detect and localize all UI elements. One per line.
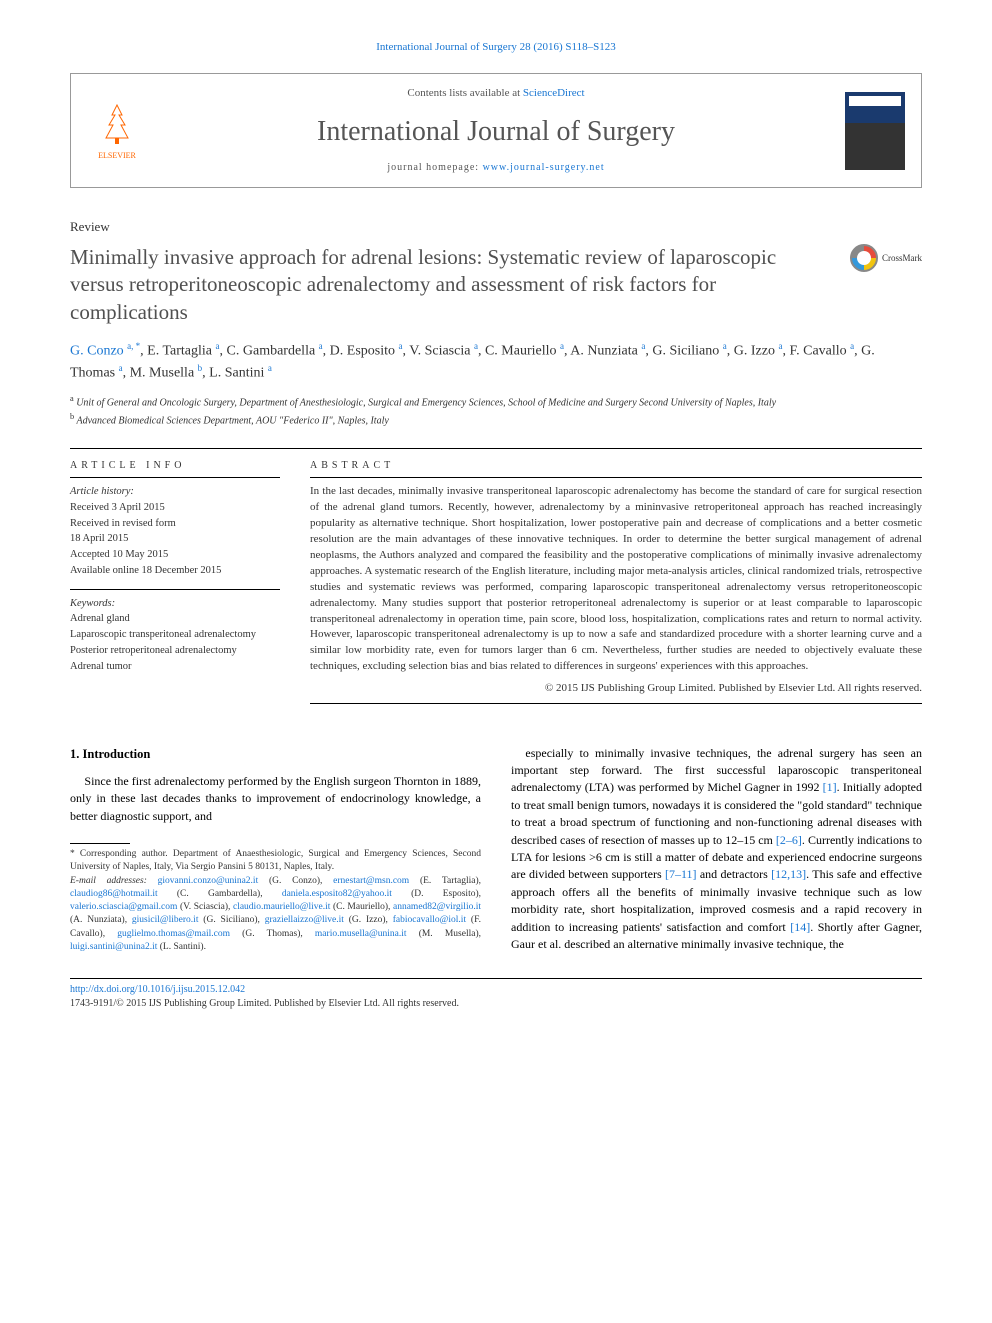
email-link[interactable]: luigi.santini@unina2.it: [70, 942, 157, 952]
abstract-column: ABSTRACT In the last decades, minimally …: [310, 459, 922, 710]
author-link[interactable]: G. Conzo: [70, 344, 124, 359]
intro-para-right: especially to minimally invasive techniq…: [511, 745, 922, 954]
crossmark-badge[interactable]: CrossMark: [850, 244, 922, 272]
email-addresses-note: E-mail addresses: giovanni.conzo@unina2.…: [70, 875, 481, 955]
ref-link[interactable]: [1]: [823, 780, 837, 794]
info-divider: [70, 477, 280, 478]
info-abstract-row: ARTICLE INFO Article history: Received 3…: [70, 459, 922, 710]
email-link[interactable]: claudio.mauriello@live.it: [233, 902, 330, 912]
history-line: Accepted 10 May 2015: [70, 547, 280, 563]
elsevier-label: ELSEVIER: [98, 150, 136, 161]
abstract-bottom-divider: [310, 703, 922, 704]
journal-center: Contents lists available at ScienceDirec…: [147, 86, 845, 175]
info-divider-2: [70, 589, 280, 590]
keyword: Adrenal tumor: [70, 659, 280, 675]
email-link[interactable]: giusicil@libero.it: [132, 915, 199, 925]
crossmark-label: CrossMark: [882, 252, 922, 265]
keyword: Adrenal gland: [70, 611, 280, 627]
journal-cover-thumbnail: [845, 92, 905, 170]
article-history-block: Article history: Received 3 April 2015Re…: [70, 484, 280, 579]
doi-link[interactable]: http://dx.doi.org/10.1016/j.ijsu.2015.12…: [70, 984, 245, 995]
elsevier-logo: ELSEVIER: [87, 96, 147, 166]
email-link[interactable]: graziellaizzo@live.it: [265, 915, 344, 925]
divider: [70, 448, 922, 449]
journal-homepage-line: journal homepage: www.journal-surgery.ne…: [147, 161, 845, 175]
history-line: Available online 18 December 2015: [70, 563, 280, 579]
page-footer: http://dx.doi.org/10.1016/j.ijsu.2015.12…: [70, 978, 922, 1011]
article-info-heading: ARTICLE INFO: [70, 459, 280, 473]
intro-heading: 1. Introduction: [70, 745, 481, 763]
email-link[interactable]: fabiocavallo@iol.it: [393, 915, 466, 925]
contents-prefix: Contents lists available at: [407, 87, 522, 99]
homepage-prefix: journal homepage:: [387, 162, 482, 173]
sciencedirect-link[interactable]: ScienceDirect: [523, 87, 585, 99]
ref-link[interactable]: [2–6]: [776, 833, 802, 847]
affiliation-a: a Unit of General and Oncologic Surgery,…: [70, 393, 922, 410]
ref-link[interactable]: [7–11]: [665, 867, 697, 881]
body-left-column: 1. Introduction Since the first adrenale…: [70, 745, 481, 955]
email-link[interactable]: claudiog86@hotmail.it: [70, 889, 158, 899]
header-citation: International Journal of Surgery 28 (201…: [70, 40, 922, 55]
history-line: Received in revised form: [70, 516, 280, 532]
issn-copyright-line: 1743-9191/© 2015 IJS Publishing Group Li…: [70, 997, 922, 1011]
affiliations: a Unit of General and Oncologic Surgery,…: [70, 393, 922, 428]
email-link[interactable]: mario.musella@unina.it: [315, 929, 407, 939]
article-info-column: ARTICLE INFO Article history: Received 3…: [70, 459, 280, 710]
abstract-divider: [310, 477, 922, 478]
elsevier-tree-icon: [92, 100, 142, 150]
homepage-link[interactable]: www.journal-surgery.net: [483, 162, 605, 173]
keywords-label: Keywords:: [70, 596, 280, 612]
keywords-block: Keywords: Adrenal glandLaparoscopic tran…: [70, 596, 280, 675]
email-link[interactable]: valerio.sciascia@gmail.com: [70, 902, 177, 912]
footnotes-block: * Corresponding author. Department of An…: [70, 843, 481, 954]
history-line: 18 April 2015: [70, 531, 280, 547]
history-line: Received 3 April 2015: [70, 500, 280, 516]
corresponding-author-note: * Corresponding author. Department of An…: [70, 848, 481, 875]
ref-link[interactable]: [14]: [790, 920, 810, 934]
body-columns: 1. Introduction Since the first adrenale…: [70, 745, 922, 955]
journal-title: International Journal of Surgery: [147, 112, 845, 151]
email-link[interactable]: daniela.esposito82@yahoo.it: [282, 889, 392, 899]
body-right-column: especially to minimally invasive techniq…: [511, 745, 922, 955]
authors-list: G. Conzo a, *, E. Tartaglia a, C. Gambar…: [70, 340, 922, 383]
footer-rule: [70, 978, 922, 979]
email-link[interactable]: ernestart@msn.com: [333, 876, 409, 886]
footnote-rule: [70, 843, 130, 844]
contents-lists-line: Contents lists available at ScienceDirec…: [147, 86, 845, 101]
abstract-copyright: © 2015 IJS Publishing Group Limited. Pub…: [310, 681, 922, 696]
intro-para-left: Since the first adrenalectomy performed …: [70, 773, 481, 825]
keyword: Posterior retroperitoneal adrenalectomy: [70, 643, 280, 659]
journal-header-box: ELSEVIER Contents lists available at Sci…: [70, 73, 922, 188]
title-row: Minimally invasive approach for adrenal …: [70, 244, 922, 326]
history-label: Article history:: [70, 484, 280, 500]
crossmark-icon: [850, 244, 878, 272]
abstract-heading: ABSTRACT: [310, 459, 922, 473]
affiliation-b: b Advanced Biomedical Sciences Departmen…: [70, 411, 922, 428]
article-type: Review: [70, 218, 922, 236]
article-title: Minimally invasive approach for adrenal …: [70, 244, 830, 326]
keyword: Laparoscopic transperitoneal adrenalecto…: [70, 627, 280, 643]
email-link[interactable]: annamed82@virgilio.it: [393, 902, 481, 912]
ref-link[interactable]: [12,13]: [771, 867, 806, 881]
email-link[interactable]: giovanni.conzo@unina2.it: [158, 876, 259, 886]
abstract-text: In the last decades, minimally invasive …: [310, 484, 922, 675]
email-link[interactable]: guglielmo.thomas@mail.com: [117, 929, 230, 939]
